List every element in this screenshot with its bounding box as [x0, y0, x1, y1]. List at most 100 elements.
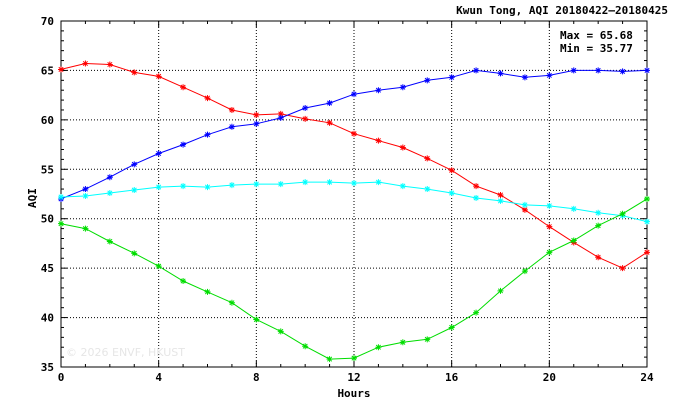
x-tick-label: 8: [253, 371, 260, 384]
data-point: [644, 195, 650, 202]
data-point: [155, 184, 162, 191]
y-tick-label: 55: [41, 163, 54, 176]
data-point: [106, 190, 113, 197]
data-point: [448, 324, 455, 331]
data-point: [351, 91, 357, 98]
x-tick-label: 4: [155, 371, 162, 384]
data-point: [546, 249, 553, 256]
data-point: [131, 69, 138, 76]
data-point: [204, 131, 211, 138]
data-point: [595, 222, 602, 229]
data-point: [326, 119, 333, 126]
data-point: [253, 181, 260, 188]
data-point: [399, 144, 406, 151]
data-point: [302, 179, 309, 186]
data-point: [131, 187, 138, 194]
x-tick-label: 24: [640, 371, 654, 384]
data-point: [424, 77, 431, 84]
x-tick-label: 16: [445, 371, 459, 384]
data-point: [619, 265, 626, 272]
data-point: [473, 309, 480, 316]
data-point: [277, 114, 284, 121]
data-point: [497, 70, 504, 77]
data-point: [497, 191, 504, 198]
data-point: [106, 61, 113, 68]
data-point: [155, 150, 162, 157]
data-point: [546, 223, 553, 230]
x-axis-title: Hours: [337, 387, 370, 400]
data-point: [204, 95, 211, 102]
y-tick-label: 60: [41, 114, 54, 127]
data-point: [570, 237, 577, 244]
data-point: [204, 184, 211, 191]
data-point: [302, 343, 309, 350]
data-point: [180, 84, 187, 91]
data-point: [82, 225, 89, 232]
series-4: [58, 195, 650, 363]
data-point: [619, 68, 626, 75]
data-point: [155, 73, 162, 80]
min-annotation: Min = 35.77: [560, 42, 633, 55]
data-point: [277, 328, 284, 335]
y-tick-label: 65: [41, 64, 54, 77]
data-point: [277, 181, 284, 188]
data-point: [82, 186, 89, 193]
y-tick-label: 35: [41, 361, 54, 374]
axis-ticks: 0 4 8 12 16 20 24 35 40 45 50 55 60 65 70: [41, 15, 654, 384]
data-point: [375, 137, 382, 144]
data-point: [375, 87, 382, 94]
data-point: [644, 218, 650, 225]
data-point: [106, 238, 113, 245]
y-axis-title: AQI: [26, 188, 39, 208]
data-point: [399, 84, 406, 91]
x-tick-label: 12: [347, 371, 360, 384]
data-point: [326, 356, 333, 363]
data-point: [644, 67, 650, 74]
data-point: [595, 254, 602, 261]
data-point: [253, 120, 260, 127]
data-point: [326, 100, 333, 107]
max-annotation: Max = 65.68: [560, 29, 633, 42]
data-point: [546, 72, 553, 79]
data-point: [521, 74, 528, 81]
data-point: [131, 161, 138, 168]
data-point: [302, 104, 309, 111]
data-point: [228, 106, 235, 113]
data-point: [473, 67, 480, 74]
y-tick-label: 45: [41, 262, 54, 275]
series-lines: [58, 60, 650, 363]
data-point: [131, 250, 138, 257]
y-tick-label: 40: [41, 312, 54, 325]
data-point: [180, 183, 187, 190]
data-point: [448, 167, 455, 174]
data-point: [399, 339, 406, 346]
x-tick-label: 0: [58, 371, 65, 384]
data-point: [375, 179, 382, 186]
data-point: [106, 174, 113, 181]
data-point: [351, 355, 357, 362]
data-point: [253, 111, 260, 118]
data-point: [424, 155, 431, 162]
data-point: [351, 180, 357, 187]
data-point: [570, 67, 577, 74]
data-point: [399, 183, 406, 190]
y-tick-label: 50: [41, 213, 54, 226]
data-point: [228, 182, 235, 189]
y-tick-label: 70: [41, 15, 54, 28]
data-point: [448, 74, 455, 81]
data-point: [546, 202, 553, 209]
data-point: [595, 67, 602, 74]
data-point: [644, 249, 650, 256]
chart-title: Kwun Tong, AQI 20180422–20180425: [456, 4, 668, 17]
data-point: [58, 193, 64, 200]
data-point: [424, 336, 431, 343]
series-2: [58, 67, 650, 202]
data-point: [473, 183, 480, 190]
data-point: [424, 186, 431, 193]
data-point: [521, 206, 528, 213]
watermark: © 2026 ENVF, HKUST: [66, 346, 185, 359]
data-point: [228, 123, 235, 130]
data-point: [521, 268, 528, 275]
series-3: [58, 179, 650, 225]
